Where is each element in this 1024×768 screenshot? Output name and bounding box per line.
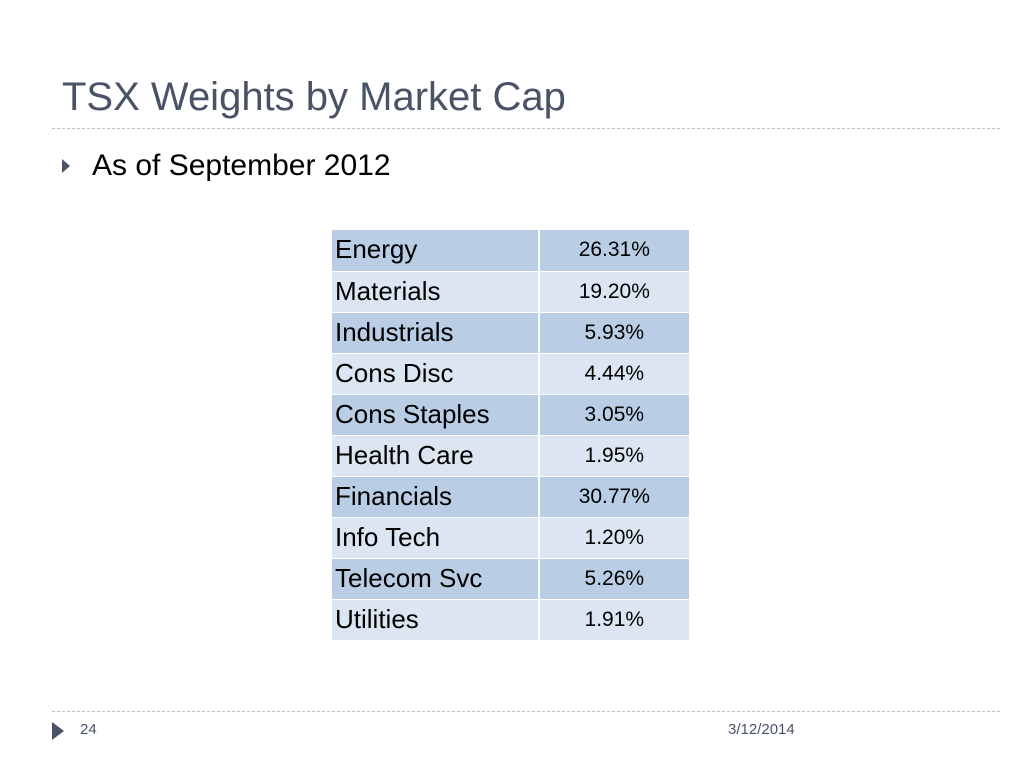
weight-cell: 1.91% bbox=[538, 599, 692, 641]
sector-cell: Financials bbox=[332, 476, 540, 518]
table-row: Energy 26.31% bbox=[332, 230, 692, 272]
table-row: Industrials 5.93% bbox=[332, 312, 692, 354]
bullet-arrow-icon bbox=[62, 159, 70, 173]
sector-weights-table: Energy 26.31% Materials 19.20% Industria… bbox=[332, 230, 692, 641]
sector-cell: Materials bbox=[332, 271, 540, 313]
table-row: Financials 30.77% bbox=[332, 476, 692, 518]
sector-cell: Utilities bbox=[332, 599, 540, 641]
footer-divider bbox=[52, 711, 1000, 712]
weight-cell: 5.93% bbox=[538, 312, 692, 354]
sector-cell: Telecom Svc bbox=[332, 558, 540, 600]
weight-cell: 30.77% bbox=[538, 476, 692, 518]
bullet-text: As of September 2012 bbox=[92, 149, 391, 182]
slide-number: 24 bbox=[80, 721, 97, 738]
table-row: Materials 19.20% bbox=[332, 271, 692, 313]
footer-arrow-icon bbox=[52, 722, 64, 740]
weight-cell: 5.26% bbox=[538, 558, 692, 600]
sector-cell: Cons Staples bbox=[332, 394, 540, 436]
weight-cell: 19.20% bbox=[538, 271, 692, 313]
slide-date: 3/12/2014 bbox=[728, 721, 795, 738]
table-row: Health Care 1.95% bbox=[332, 435, 692, 477]
sector-cell: Cons Disc bbox=[332, 353, 540, 395]
weight-cell: 1.95% bbox=[538, 435, 692, 477]
table-row: Telecom Svc 5.26% bbox=[332, 558, 692, 600]
title-divider bbox=[52, 128, 1000, 129]
sector-cell: Industrials bbox=[332, 312, 540, 354]
weight-cell: 4.44% bbox=[538, 353, 692, 395]
slide-title: TSX Weights by Market Cap bbox=[62, 75, 566, 119]
table-row: Cons Staples 3.05% bbox=[332, 394, 692, 436]
bullet-item: As of September 2012 bbox=[62, 146, 391, 186]
table-row: Info Tech 1.20% bbox=[332, 517, 692, 559]
weight-cell: 3.05% bbox=[538, 394, 692, 436]
sector-cell: Energy bbox=[332, 230, 540, 272]
table-row: Cons Disc 4.44% bbox=[332, 353, 692, 395]
table-row: Utilities 1.91% bbox=[332, 599, 692, 641]
weight-cell: 26.31% bbox=[538, 230, 692, 272]
weight-cell: 1.20% bbox=[538, 517, 692, 559]
sector-cell: Info Tech bbox=[332, 517, 540, 559]
sector-cell: Health Care bbox=[332, 435, 540, 477]
